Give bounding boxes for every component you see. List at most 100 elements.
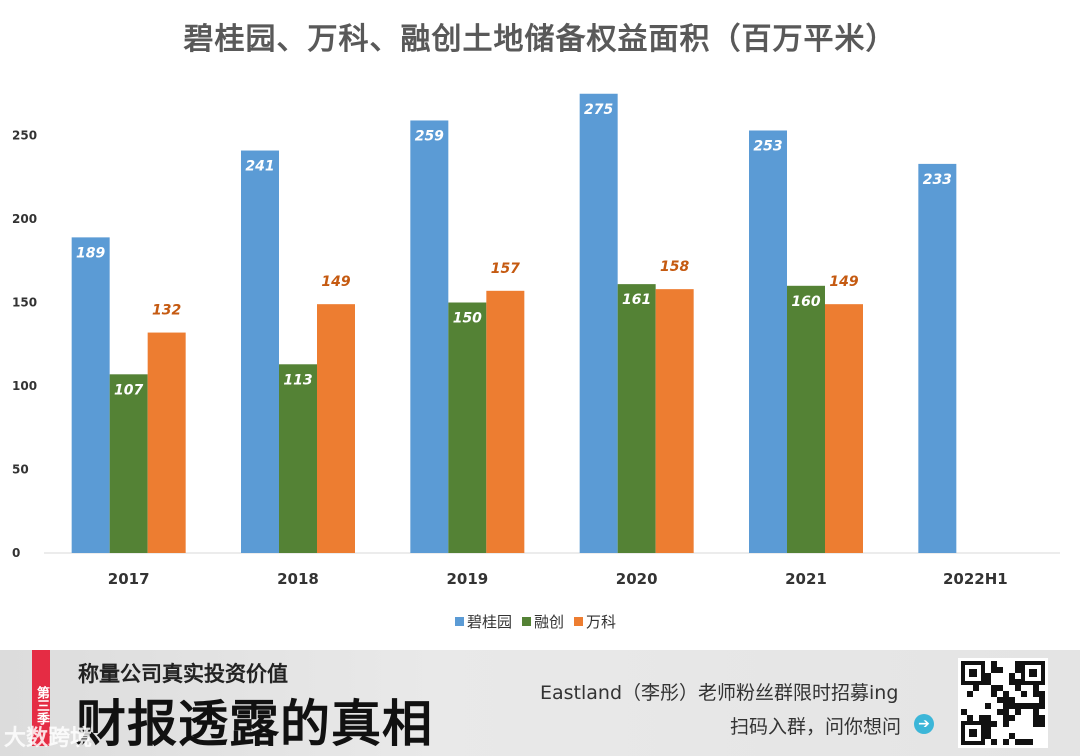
banner-slogan: 财报透露的真相 [76,694,433,753]
legend-label-碧桂园: 碧桂园 [467,613,512,631]
bar-碧桂园-2019 [410,120,449,553]
qr-module [997,697,1003,703]
qr-module [1015,739,1021,745]
y-tick-label: 50 [12,463,29,477]
qr-module [991,661,997,667]
season-badge: 第三季 [32,650,50,746]
data-label-万科-2021: 149 [829,274,858,290]
bar-融创-2021 [787,285,825,553]
qr-module [1027,703,1033,709]
qr-module [1039,715,1045,721]
qr-module [991,739,997,745]
qr-caption[interactable]: 扫码入群，问你想问 [730,716,902,738]
qr-module [967,691,973,697]
data-label-碧桂园-2021: 253 [753,138,782,154]
qr-module [1003,691,1009,697]
y-tick-label: 100 [12,379,37,393]
y-tick-label: 200 [12,212,37,226]
qr-module [991,685,997,691]
data-label-碧桂园-2020: 275 [584,102,613,118]
qr-module [1033,715,1039,721]
data-label-碧桂园-2018: 241 [245,159,274,175]
promo-banner: 第三季 称量公司真实投资价值 财报透露的真相 大数跨境 Eastland（李彤）… [0,650,1080,756]
x-tick-label: 2020 [616,570,658,588]
data-label-万科-2019: 157 [491,261,520,277]
y-tick-label: 250 [12,129,37,143]
bar-万科-2017 [147,332,186,553]
bar-融创-2018 [279,364,317,553]
qr-module [1021,703,1027,709]
qr-module [997,709,1003,715]
data-label-融创-2018: 113 [283,372,312,388]
qr-module [985,703,991,709]
qr-module [985,673,991,679]
data-labels: 189 107 132 241 113 149 259 150 157 275 161 158 253 1… [76,102,952,399]
qr-module [991,691,997,697]
qr-module [1033,709,1039,715]
x-tick-label: 2022H1 [943,570,1008,588]
banner-subtitle: 称量公司真实投资价值 [78,662,288,686]
x-tick-label: 2021 [785,570,827,588]
data-label-碧桂园-2019: 259 [415,128,444,144]
legend-swatch-万科 [574,617,583,626]
qr-finder-core [969,669,977,677]
qr-finder-core [1029,669,1037,677]
qr-module [1009,703,1015,709]
qr-module [1015,667,1021,673]
qr-module [1039,691,1045,697]
qr-module [985,721,991,727]
data-label-融创-2020: 161 [622,292,651,308]
qr-module [1015,679,1021,685]
qr-module [1009,679,1015,685]
qr-module [1003,697,1009,703]
qr-module [1033,721,1039,727]
legend-swatch-融创 [522,617,531,626]
qr-module [985,715,991,721]
qr-module [1039,703,1045,709]
qr-finder-core [969,729,977,737]
qr-module [1027,739,1033,745]
qr-module [1003,739,1009,745]
qr-module [1009,673,1015,679]
qr-module [979,715,985,721]
legend-label-融创: 融创 [534,613,564,631]
qr-module [1021,691,1027,697]
data-label-万科-2018: 149 [321,274,350,290]
bar-融创-2017 [109,374,148,553]
qr-code[interactable] [958,658,1048,748]
qr-module [985,727,991,733]
x-tick-label: 2019 [446,570,488,588]
qr-module [997,685,1003,691]
bar-万科-2020 [655,289,694,553]
qr-module [1003,715,1009,721]
qr-module [991,721,997,727]
qr-module [1033,691,1039,697]
qr-module [985,733,991,739]
qr-module [967,715,973,721]
qr-module [1039,721,1045,727]
qr-module [1003,703,1009,709]
y-tick-label: 0 [12,546,20,560]
qr-module [1021,739,1027,745]
bar-万科-2019 [486,290,525,553]
recruit-text: Eastland（李彤）老师粉丝群限时招募ing [540,682,899,704]
x-axis-ticks: 2017 2018 2019 2020 2021 2022H1 [108,570,1008,588]
data-label-万科-2020: 158 [660,259,689,275]
y-axis-ticks: 0 50 100 150 200 250 [12,129,37,561]
bar-万科-2021 [825,304,863,553]
legend-label-万科: 万科 [586,613,616,631]
bar-融创-2019 [448,302,487,553]
qr-module [1009,697,1015,703]
qr-module [1015,661,1021,667]
qr-module [1015,685,1021,691]
bars [71,93,957,554]
qr-module [997,667,1003,673]
x-tick-label: 2018 [277,570,319,588]
qr-module [1003,721,1009,727]
watermark-text: 大数跨境 [4,726,93,751]
legend: 碧桂园 融创 万科 [455,613,616,631]
qr-module [1033,703,1039,709]
qr-module [985,679,991,685]
arrow-right-icon[interactable]: ➔ [914,714,934,734]
qr-module [991,667,997,673]
